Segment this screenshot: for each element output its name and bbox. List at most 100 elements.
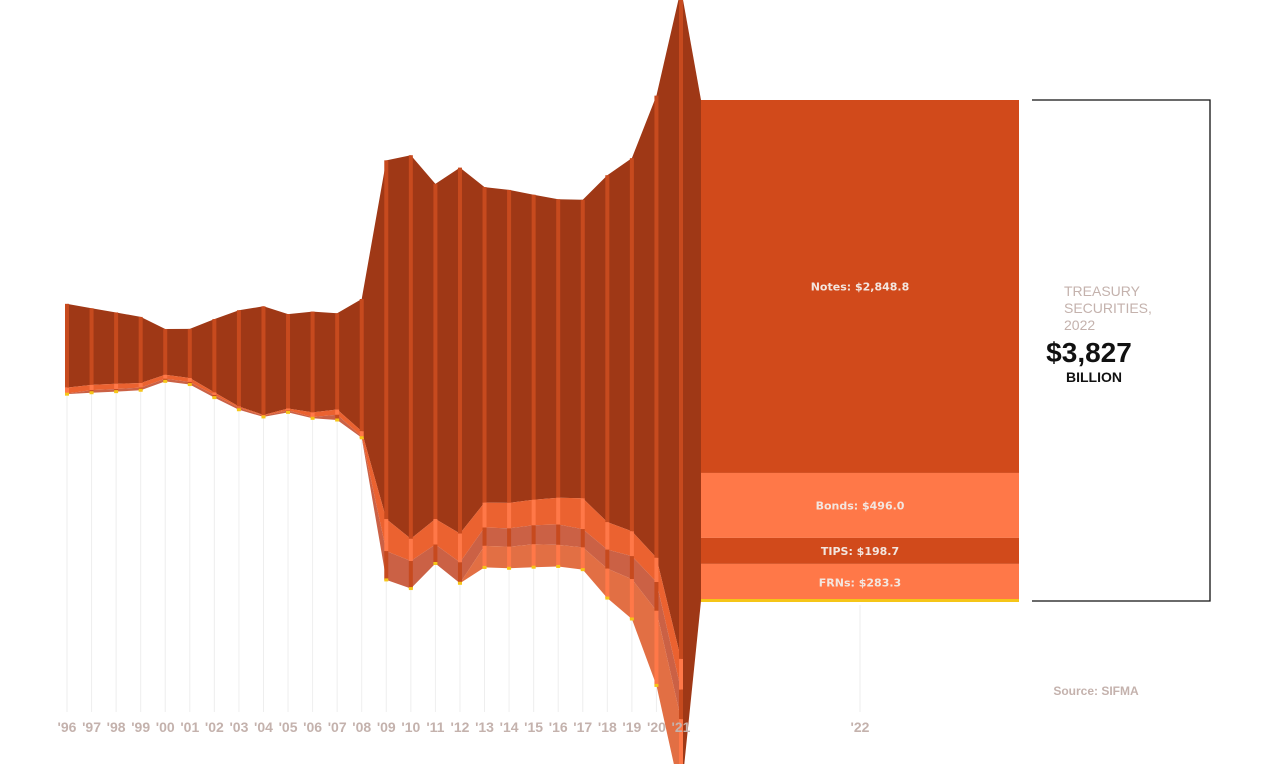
- bar-frns: [531, 544, 536, 568]
- bar-bottom-accent: [482, 565, 487, 569]
- bar-frns: [605, 568, 610, 599]
- x-tick-label: '98: [107, 719, 126, 735]
- segment-label-tips: TIPS: $198.7: [821, 545, 899, 558]
- total-bracket: [1032, 99, 1211, 602]
- bar-bonds: [359, 431, 364, 437]
- segment-labels: Notes: $2,848.8 Bonds: $496.0 TIPS: $198.7…: [811, 280, 910, 589]
- bar-bottom-accent: [384, 578, 389, 582]
- bar-notes: [163, 328, 168, 375]
- bar-bonds: [163, 374, 168, 379]
- bar-bottom-accent: [212, 396, 217, 400]
- x-tick-label: '99: [131, 719, 150, 735]
- bar-bonds: [408, 538, 413, 562]
- bar-bonds: [433, 518, 438, 545]
- bar-tips: [654, 581, 659, 611]
- bar-notes: [679, 0, 683, 659]
- x-tick-label: '02: [205, 719, 224, 735]
- bar-tips: [384, 551, 389, 580]
- bar-bonds: [187, 378, 192, 382]
- annotation-title-line-3: 2022: [1064, 317, 1095, 333]
- x-tick-label: '16: [549, 719, 568, 735]
- bar-notes: [114, 312, 119, 384]
- x-tick-label: '20: [647, 719, 666, 735]
- bar-bottom-accent: [89, 391, 94, 395]
- bar-frns: [507, 546, 512, 569]
- bar-bonds: [531, 499, 536, 526]
- bar-frns: [580, 547, 585, 570]
- bar-bottom-accent: [580, 568, 585, 572]
- bar-bottom-accent: [236, 408, 241, 412]
- bar-frns: [482, 545, 487, 568]
- bar-notes: [286, 314, 291, 409]
- bar-bottom-accent: [65, 392, 69, 396]
- x-tick-label: '10: [401, 719, 420, 735]
- stream-connector: [681, 0, 701, 764]
- highlight-segment-notes: [701, 100, 1019, 473]
- bar-bottom-accent: [359, 436, 364, 440]
- bar-notes: [457, 167, 462, 534]
- bar-bonds: [236, 406, 241, 408]
- bar-tips: [507, 528, 512, 547]
- bar-notes: [359, 298, 364, 432]
- bar-bottom-accent: [187, 383, 192, 387]
- annotation-unit: BILLION: [1066, 369, 1122, 385]
- bar-notes: [335, 313, 340, 410]
- bar-bottom-accent: [457, 581, 462, 585]
- x-tick-label: '09: [377, 719, 396, 735]
- annotation-total-value: $3,827: [1046, 337, 1132, 368]
- bar-bonds: [654, 557, 659, 582]
- bar-tips: [556, 524, 561, 545]
- bar-tips: [335, 414, 340, 421]
- bar-notes: [408, 155, 413, 539]
- bar-tips: [629, 556, 634, 580]
- bar-bonds: [384, 519, 389, 552]
- bar-frns: [629, 579, 634, 619]
- x-tick-label: '12: [451, 719, 470, 735]
- highlight-bottom-accent: [701, 599, 1019, 602]
- bar-bottom-accent: [310, 416, 315, 420]
- annotation-title-line-2: SECURITIES,: [1064, 300, 1152, 316]
- bar-bottom-accent: [286, 410, 291, 414]
- bar-bottom-accent: [114, 390, 119, 394]
- x-tick-label: '19: [622, 719, 641, 735]
- bar-bonds: [629, 531, 634, 557]
- bar-notes: [433, 183, 438, 519]
- bar-bottom-accent: [605, 596, 610, 600]
- segment-label-notes: Notes: $2,848.8: [811, 280, 910, 293]
- highlight-segment-tips: [701, 537, 1019, 564]
- x-tick-label: '15: [524, 719, 543, 735]
- source-note: Source: SIFMA: [1053, 684, 1139, 698]
- bar-bottom-accent: [507, 566, 512, 570]
- bar-tips: [457, 562, 462, 584]
- bar-bonds: [556, 497, 561, 525]
- bar-notes: [629, 158, 634, 532]
- bar-bonds: [679, 658, 683, 690]
- bar-bonds: [65, 387, 69, 394]
- bar-tips: [482, 527, 487, 546]
- bar-bonds: [138, 383, 143, 388]
- x-tick-label: '96: [58, 719, 77, 735]
- x-tick-label: '14: [500, 719, 519, 735]
- x-axis-ticks: '96 '97 '98 '99 '00 '01 '02 '03 '04 '05 '06 '07 '08 '…: [58, 719, 870, 735]
- bar-bonds: [261, 414, 266, 416]
- bar-bonds: [310, 412, 315, 418]
- highlight-segment-bonds: [701, 472, 1019, 538]
- bar-bottom-accent: [408, 587, 413, 591]
- x-tick-label: '17: [573, 719, 592, 735]
- bar-bonds: [580, 498, 585, 530]
- stream-layers: [67, 0, 701, 764]
- bar-tips: [531, 525, 536, 545]
- x-tick-label: '07: [328, 719, 347, 735]
- bar-bonds: [605, 522, 610, 550]
- bar-bottom-accent: [335, 418, 340, 422]
- x-tick-label: '03: [229, 719, 248, 735]
- bar-notes: [236, 310, 241, 407]
- bar-bottom-accent: [138, 388, 143, 392]
- bar-bottom-accent: [261, 415, 266, 419]
- segment-label-bonds: Bonds: $496.0: [816, 499, 905, 512]
- bar-bonds: [457, 533, 462, 563]
- year-gridlines: [66, 381, 861, 764]
- bar-bonds: [482, 502, 487, 528]
- x-tick-label: '08: [352, 719, 371, 735]
- bar-tips: [679, 689, 683, 720]
